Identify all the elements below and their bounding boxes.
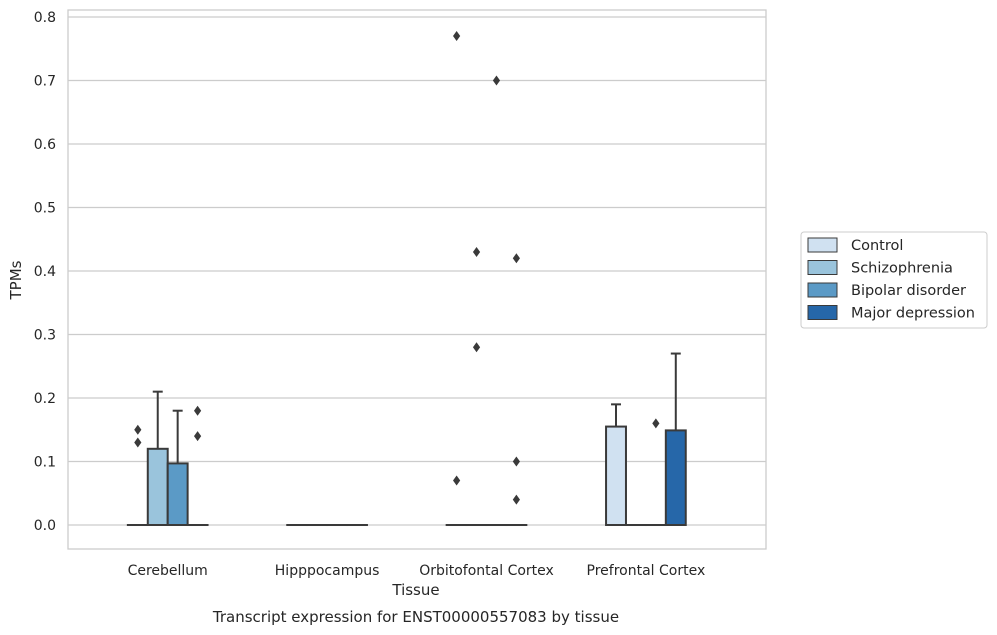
legend-label: Control	[851, 238, 903, 254]
box-control	[445, 31, 468, 527]
outlier-point	[193, 405, 202, 416]
outlier-point	[134, 424, 142, 435]
box-schizophrenia	[146, 390, 169, 526]
legend-swatch	[807, 305, 838, 320]
legend-swatch	[807, 237, 838, 253]
outlier-point	[512, 456, 520, 467]
y-tick-label: 0.7	[34, 74, 56, 90]
box-major-depression	[505, 253, 528, 527]
box-body	[146, 447, 169, 526]
legend-box	[800, 231, 988, 329]
legend-swatch	[807, 260, 838, 275]
y-tick-label: 0.1	[34, 455, 56, 471]
x-tick-label: Cerebellum	[128, 563, 208, 579]
box-body	[605, 425, 627, 527]
outlier-point	[512, 494, 520, 505]
box-major-depression	[664, 352, 687, 527]
y-tick-label: 0.2	[34, 391, 56, 407]
y-tick-label: 0.6	[34, 137, 56, 153]
box-schizophrenia	[465, 246, 488, 527]
y-tick-label: 0.8	[34, 10, 56, 26]
y-tick-label: 0.5	[34, 201, 56, 217]
y-axis-title: TPMs	[7, 260, 25, 300]
x-tick-label: Hipppocampus	[275, 563, 380, 579]
legend-label: Schizophrenia	[851, 261, 953, 277]
outlier-point	[453, 31, 461, 42]
outlier-point	[472, 342, 481, 353]
y-tick-label: 0.3	[34, 328, 56, 344]
outlier-point	[453, 475, 461, 486]
outlier-point	[492, 75, 501, 86]
legend-label: Major depression	[851, 306, 975, 322]
chart-title: Transcript expression for ENST0000055708…	[212, 608, 619, 626]
y-tick-label: 0.4	[34, 264, 56, 280]
x-axis-title: Tissue	[391, 581, 439, 599]
outlier-point	[512, 253, 520, 264]
y-tick-label: 0.0	[34, 518, 56, 534]
box-bipolar-disorder	[485, 75, 508, 527]
x-tick-label: Prefrontal Cortex	[587, 563, 706, 579]
box-plot-marks	[126, 31, 687, 527]
outlier-point	[134, 437, 142, 448]
box-control	[126, 424, 149, 527]
outlier-point	[652, 418, 660, 429]
outlier-point	[193, 431, 202, 442]
box-control	[605, 403, 627, 527]
grid-lines	[68, 16, 766, 526]
box-bipolar-disorder	[166, 409, 189, 526]
legend-swatch	[807, 282, 838, 298]
outlier-point	[472, 246, 481, 257]
box-major-depression	[186, 405, 209, 527]
plot-area-frame	[67, 9, 767, 550]
box-body	[166, 462, 189, 526]
box-body	[664, 429, 687, 527]
y-axis-ticks: 0.0 0.1 0.2 0.3 0.4 0.5 0.6 0.7 0.8	[34, 10, 56, 534]
box-bipolar-disorder	[644, 418, 667, 527]
x-tick-label: Orbitofontal Cortex	[419, 563, 554, 579]
legend: Control Schizophrenia Bipolar disorder Majo…	[800, 231, 988, 329]
legend-label: Bipolar disorder	[851, 283, 966, 299]
x-axis-ticks: Cerebellum Hipppocampus Orbitofontal Corte…	[128, 563, 706, 579]
